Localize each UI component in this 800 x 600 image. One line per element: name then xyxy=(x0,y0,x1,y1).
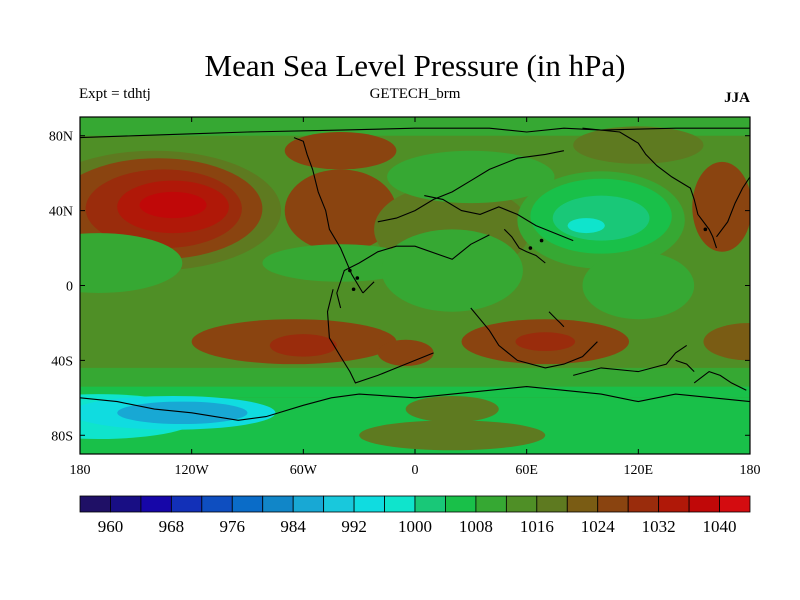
coast-madagascar xyxy=(548,311,565,328)
colorbar-label-5: 1000 xyxy=(398,517,432,536)
colorbar-swatch-0 xyxy=(79,495,111,513)
asia-996 xyxy=(567,218,605,234)
chart-title: Mean Sea Level Pressure (in hPa) xyxy=(205,48,626,83)
pressure-field xyxy=(80,117,750,454)
coast-australia xyxy=(573,344,688,376)
colorbar-swatch-7 xyxy=(292,495,325,513)
southern-trough-core xyxy=(117,401,248,425)
colorbar-swatch-14 xyxy=(505,495,538,513)
colorbar-label-2: 976 xyxy=(220,517,246,536)
colorbar-swatch-19 xyxy=(658,495,690,513)
colorbar-swatch-18 xyxy=(627,495,660,513)
coast-europe xyxy=(377,150,565,223)
asia-1000 xyxy=(552,195,650,241)
colorbar-swatch-3 xyxy=(170,495,203,513)
colorbar-swatch-5 xyxy=(231,495,264,513)
colorbar-label-3: 984 xyxy=(280,517,306,536)
island-1 xyxy=(348,268,352,273)
x-tick-label-5: 120E xyxy=(624,463,654,478)
season-label: JJA xyxy=(724,90,750,106)
x-tick-label-6: 180 xyxy=(740,463,761,478)
x-tick-label-0: 180 xyxy=(70,463,91,478)
coast-asia-east xyxy=(582,127,718,249)
indian-high-core xyxy=(515,332,576,352)
colorbar-swatch-20 xyxy=(688,495,720,513)
map-plot: 180 120W 60W 0 60E 120E 180 80N 40N 0 40S 80S xyxy=(49,116,761,478)
band-south-light xyxy=(80,386,750,398)
antarctic-ridge xyxy=(359,420,546,451)
colorbar-swatch-8 xyxy=(323,495,355,513)
colorbar-swatch-16 xyxy=(566,495,599,513)
colorbar-swatch-4 xyxy=(201,495,233,513)
island-4 xyxy=(528,246,533,250)
colorbar-swatch-15 xyxy=(536,495,568,513)
coastlines xyxy=(80,127,750,421)
coast-north-rim xyxy=(80,127,750,139)
x-tick-label-4: 60E xyxy=(515,463,538,478)
colorbar-swatch-6 xyxy=(262,495,294,513)
colorbar-swatch-9 xyxy=(353,495,385,513)
coast-africa-east xyxy=(470,307,598,369)
y-tick-label-0: 80N xyxy=(49,130,73,145)
x-tick-label-1: 120W xyxy=(175,463,210,478)
dataset-label: GETECH_brm xyxy=(370,86,461,102)
south-atlantic-ridge-low xyxy=(405,395,499,423)
colorbar-label-9: 1032 xyxy=(642,517,676,536)
south-high-core xyxy=(269,334,337,357)
colorbar-swatch-21 xyxy=(719,495,751,513)
band-arctic-green xyxy=(80,117,750,136)
coast-antarctica xyxy=(80,386,750,421)
north-eurasia-low xyxy=(387,150,555,204)
y-tick-label-4: 80S xyxy=(51,429,73,444)
colorbar-swatch-11 xyxy=(414,495,446,513)
tropical-atlantic-green xyxy=(262,244,419,282)
x-tick-label-2: 60W xyxy=(290,463,318,478)
coast-south-america-pac xyxy=(326,289,434,384)
island-5 xyxy=(539,238,544,243)
south-atlantic-high xyxy=(377,339,434,367)
wpac-high xyxy=(692,161,750,252)
colorbar-label-0: 960 xyxy=(98,517,124,536)
colorbar-label-8: 1024 xyxy=(581,517,616,536)
colorbar-swatch-1 xyxy=(110,495,142,513)
coast-tasman xyxy=(693,370,747,391)
npac-core xyxy=(139,191,207,219)
greenland-high xyxy=(284,131,397,170)
coast-island-arc xyxy=(362,281,375,294)
africa-low xyxy=(381,229,523,312)
island-3 xyxy=(351,287,356,292)
dateline-south-high xyxy=(703,322,750,361)
colorbar-label-10: 1040 xyxy=(703,517,737,536)
coast-north-america xyxy=(293,137,364,294)
experiment-label: Expt = tdhtj xyxy=(79,86,151,102)
colorbar-swatch-2 xyxy=(140,495,172,513)
coast-india xyxy=(503,228,546,264)
island-6 xyxy=(703,227,708,232)
colorbar-label-1: 968 xyxy=(159,517,185,536)
colorbar: 960 968 976 984 992 1000 1008 1016 1024 1032 1040 xyxy=(79,495,751,536)
y-tick-label-2: 0 xyxy=(66,280,73,295)
band-south-mid-green xyxy=(80,367,750,387)
central-pacific-green xyxy=(80,233,183,293)
colorbar-swatch-17 xyxy=(597,495,629,513)
colorbar-swatch-10 xyxy=(384,495,416,513)
coast-asia-pacific xyxy=(716,176,750,238)
x-tick-label-3: 0 xyxy=(412,463,419,478)
y-tick-label-3: 40S xyxy=(51,354,73,369)
colorbar-label-7: 1016 xyxy=(520,517,554,536)
colorbar-label-4: 992 xyxy=(341,517,367,536)
colorbar-label-6: 1008 xyxy=(459,517,493,536)
y-tick-label-1: 40N xyxy=(49,205,73,220)
siberia-1016 xyxy=(573,126,704,164)
coast-med xyxy=(424,195,574,242)
coast-nz xyxy=(675,359,695,372)
maritime-low xyxy=(582,251,695,320)
colorbar-swatch-13 xyxy=(475,495,507,513)
colorbar-swatch-12 xyxy=(445,495,477,513)
island-2 xyxy=(355,276,360,280)
natl-high xyxy=(284,169,397,252)
coast-south-america-atl xyxy=(336,234,490,309)
